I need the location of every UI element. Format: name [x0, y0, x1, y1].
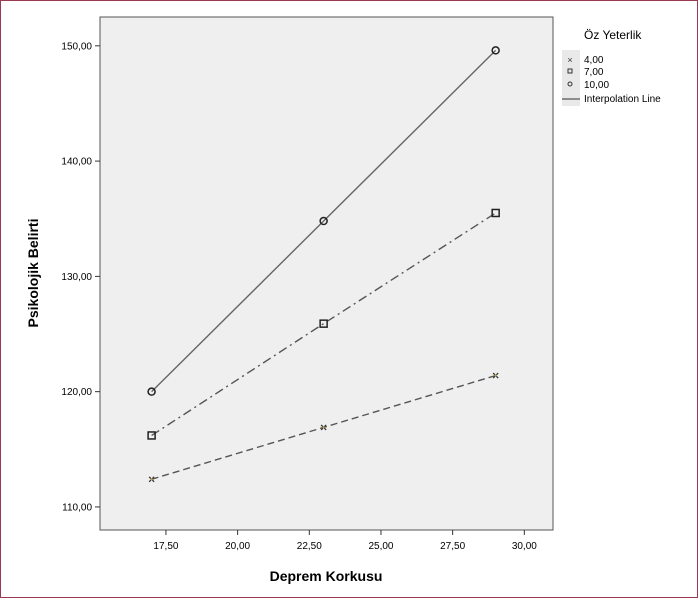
legend-swatch-bg: [562, 50, 580, 106]
series-4-00: [148, 372, 499, 483]
data-point-x: [320, 424, 327, 431]
x-tick-label: 22,50: [297, 541, 322, 552]
data-point-square: [491, 208, 500, 218]
x-tick-label: 27,50: [440, 541, 465, 552]
legend-label-interpolation: Interpolation Line: [584, 94, 661, 105]
legend-item-interpolation: Interpolation Line: [562, 94, 661, 105]
legend-label-4: 4,00: [584, 55, 604, 66]
x-tick-label: 30,00: [512, 541, 537, 552]
plot-area: [99, 16, 554, 531]
data-point-circle: [491, 46, 500, 55]
legend-title: Öz Yeterlik: [584, 28, 642, 42]
x-tick-label: 20,00: [225, 541, 250, 552]
data-point-x: [492, 372, 499, 379]
y-tick-label: 140,00: [61, 157, 92, 168]
series-7-00: [147, 208, 500, 440]
legend-label-10: 10,00: [584, 80, 609, 91]
data-point-circle: [319, 216, 328, 226]
y-tick-label: 110,00: [62, 502, 92, 513]
legend: Öz Yeterlik × 4,00 7,00 10,00 Interpolat…: [562, 28, 661, 106]
data-point-x: [148, 476, 155, 483]
legend-item-4: × 4,00: [567, 55, 604, 66]
x-axis-title: Deprem Korkusu: [270, 568, 383, 584]
series-line: [151, 49, 497, 393]
legend-label-7: 7,00: [584, 67, 604, 78]
data-point-square: [147, 431, 156, 440]
legend-marker-square: [567, 68, 573, 74]
data-point-circle: [147, 387, 156, 396]
y-axis-title: Psikolojik Belirti: [25, 219, 41, 328]
legend-marker-circle: [567, 81, 573, 87]
y-tick-label: 150,00: [61, 41, 92, 52]
series-layer: [147, 46, 500, 483]
axis-ticks: 110,00 120,00 130,00 140,00 150,00 17,50 20,00…: [61, 41, 537, 552]
y-tick-label: 130,00: [61, 272, 92, 283]
series-10-00: [147, 46, 500, 396]
legend-item-10: 10,00: [567, 80, 609, 91]
y-tick-label: 120,00: [61, 387, 92, 398]
x-tick-label: 17,50: [153, 541, 178, 552]
x-tick-label: 25,00: [368, 541, 393, 552]
legend-marker-x: ×: [567, 55, 572, 65]
legend-item-7: 7,00: [567, 67, 604, 78]
data-point-square: [319, 319, 328, 328]
